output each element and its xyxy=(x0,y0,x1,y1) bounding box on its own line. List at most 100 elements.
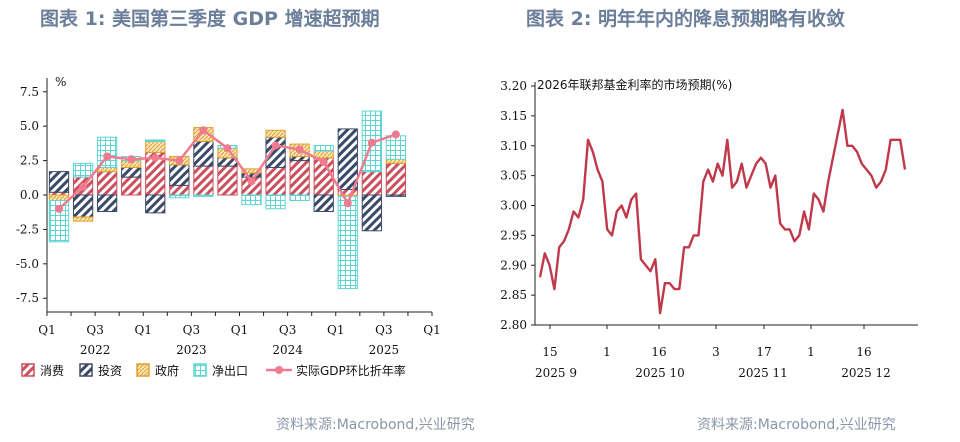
y-tick-label: 0.0 xyxy=(20,188,39,202)
y-tick-label: 2.95 xyxy=(500,228,527,242)
legend-label-net_exports: 净出口 xyxy=(212,364,248,378)
bar-net_exports xyxy=(145,139,166,142)
y-tick-label: 2.90 xyxy=(500,258,527,272)
bar-investment xyxy=(193,140,214,167)
x-group-label: 2025 9 xyxy=(535,366,577,380)
bar-investment xyxy=(385,194,407,197)
bar-net_exports xyxy=(48,200,70,243)
x-tick-label: Q1 xyxy=(231,323,248,337)
gdp-point xyxy=(79,182,88,191)
x-tick-label: Q1 xyxy=(135,323,152,337)
y-tick-label: 2.5 xyxy=(20,154,39,168)
y-tick-label: 3.15 xyxy=(500,109,527,123)
legend-label-consumption: 消费 xyxy=(40,364,64,378)
bar-net_exports xyxy=(385,135,407,160)
bar-investment xyxy=(337,128,358,190)
bar-investment xyxy=(121,166,142,178)
x-tick-label: 3 xyxy=(712,345,720,359)
x-tick-label: 17 xyxy=(756,345,771,359)
gdp-point xyxy=(391,130,400,139)
x-tick-label: Q1 xyxy=(38,323,55,337)
bar-government xyxy=(313,150,334,159)
gdp-point xyxy=(271,141,280,150)
bar-government xyxy=(48,194,70,202)
bar-net_exports xyxy=(289,194,310,202)
bar-consumption xyxy=(289,160,310,196)
x-year-label: 2022 xyxy=(80,343,111,357)
bar-government xyxy=(265,129,286,138)
bar-investment xyxy=(97,194,118,213)
bar-consumption xyxy=(121,176,142,196)
gdp-point xyxy=(175,156,184,165)
y-tick-label: 3.10 xyxy=(500,139,527,153)
bar-net_exports xyxy=(72,162,94,178)
gdp-point xyxy=(223,144,232,153)
bar-investment xyxy=(313,194,334,213)
bar-investment xyxy=(289,155,310,162)
bar-net_exports xyxy=(193,194,214,197)
chart2-inner-title: 2026年联邦基金利率的市场预期(%) xyxy=(537,77,732,92)
legend-label-government: 政府 xyxy=(155,363,179,378)
gdp-point xyxy=(55,204,64,213)
x-tick-label: Q3 xyxy=(279,323,296,337)
x-tick-label: Q3 xyxy=(375,323,392,337)
x-group-label: 2025 12 xyxy=(841,366,891,380)
x-year-label: 2023 xyxy=(176,343,207,357)
bar-investment xyxy=(145,194,166,214)
bar-consumption xyxy=(193,165,214,196)
legend-label-gdp: 实际GDP环比折年率 xyxy=(296,363,406,378)
x-tick-label: Q3 xyxy=(86,323,103,337)
bar-net_exports xyxy=(313,144,334,152)
legend-marker-gdp xyxy=(275,366,283,374)
x-group-label: 2025 11 xyxy=(738,366,788,380)
bar-consumption xyxy=(97,171,118,196)
bar-net_exports xyxy=(97,136,118,168)
bar-government xyxy=(145,140,166,153)
rate-expectation-line xyxy=(538,108,907,315)
gdp-point xyxy=(295,145,304,154)
y-tick-label: 2.85 xyxy=(500,288,527,302)
bar-government xyxy=(97,166,118,173)
gdp-point xyxy=(199,126,208,135)
x-tick-label: 16 xyxy=(651,345,666,359)
legend-swatch-consumption xyxy=(21,363,35,377)
bar-consumption xyxy=(217,165,238,196)
bar-consumption xyxy=(385,162,407,196)
bar-net_exports xyxy=(265,194,286,210)
gdp-point xyxy=(127,155,136,164)
x-tick-label: Q1 xyxy=(327,323,344,337)
chart1-source: 资料来源:Macrobond,兴业研究 xyxy=(276,417,475,433)
legend-swatch-net_exports xyxy=(193,363,207,377)
y-tick-label: 5.0 xyxy=(20,119,39,133)
bar-investment xyxy=(169,164,190,186)
bar-consumption xyxy=(361,171,382,196)
gdp-point xyxy=(151,153,160,162)
x-group-label: 2025 10 xyxy=(635,366,685,380)
bar-investment xyxy=(72,194,94,218)
gdp-contribution-chart: 7.5 5.0 2.5 0.0 -2.5 -5.0 -7.5% Q1 Q3 Q1 Q3 Q1 Q3 Q1 Q… xyxy=(16,75,441,378)
legend-swatch-government xyxy=(136,363,150,377)
legend-label-investment: 投资 xyxy=(98,363,122,378)
legend-swatch-investment xyxy=(79,363,93,377)
y-tick-label: 3.00 xyxy=(500,199,527,213)
unit-label: % xyxy=(55,75,66,89)
y-tick-label: -5.0 xyxy=(16,257,39,271)
x-tick-label: 1 xyxy=(807,345,815,359)
chart1-title: 图表 1: 美国第三季度 GDP 增速超预期 xyxy=(40,8,380,30)
bar-investment xyxy=(48,171,70,193)
x-tick-label: Q3 xyxy=(183,323,200,337)
y-tick-label: 3.20 xyxy=(500,79,527,93)
gdp-point xyxy=(343,199,352,208)
bar-government xyxy=(241,168,262,174)
bar-net_exports xyxy=(241,194,262,206)
x-tick-label: 1 xyxy=(603,345,611,359)
gdp-point xyxy=(319,157,328,166)
x-year-label: 2024 xyxy=(272,343,303,357)
bar-net_exports xyxy=(169,194,190,199)
chart2-source: 资料来源:Macrobond,兴业研究 xyxy=(697,417,896,433)
gdp-point xyxy=(247,177,256,186)
y-tick-label: -2.5 xyxy=(16,222,39,236)
bar-consumption xyxy=(169,184,190,196)
gdp-point xyxy=(367,138,376,147)
y-tick-label: 2.80 xyxy=(500,318,527,332)
